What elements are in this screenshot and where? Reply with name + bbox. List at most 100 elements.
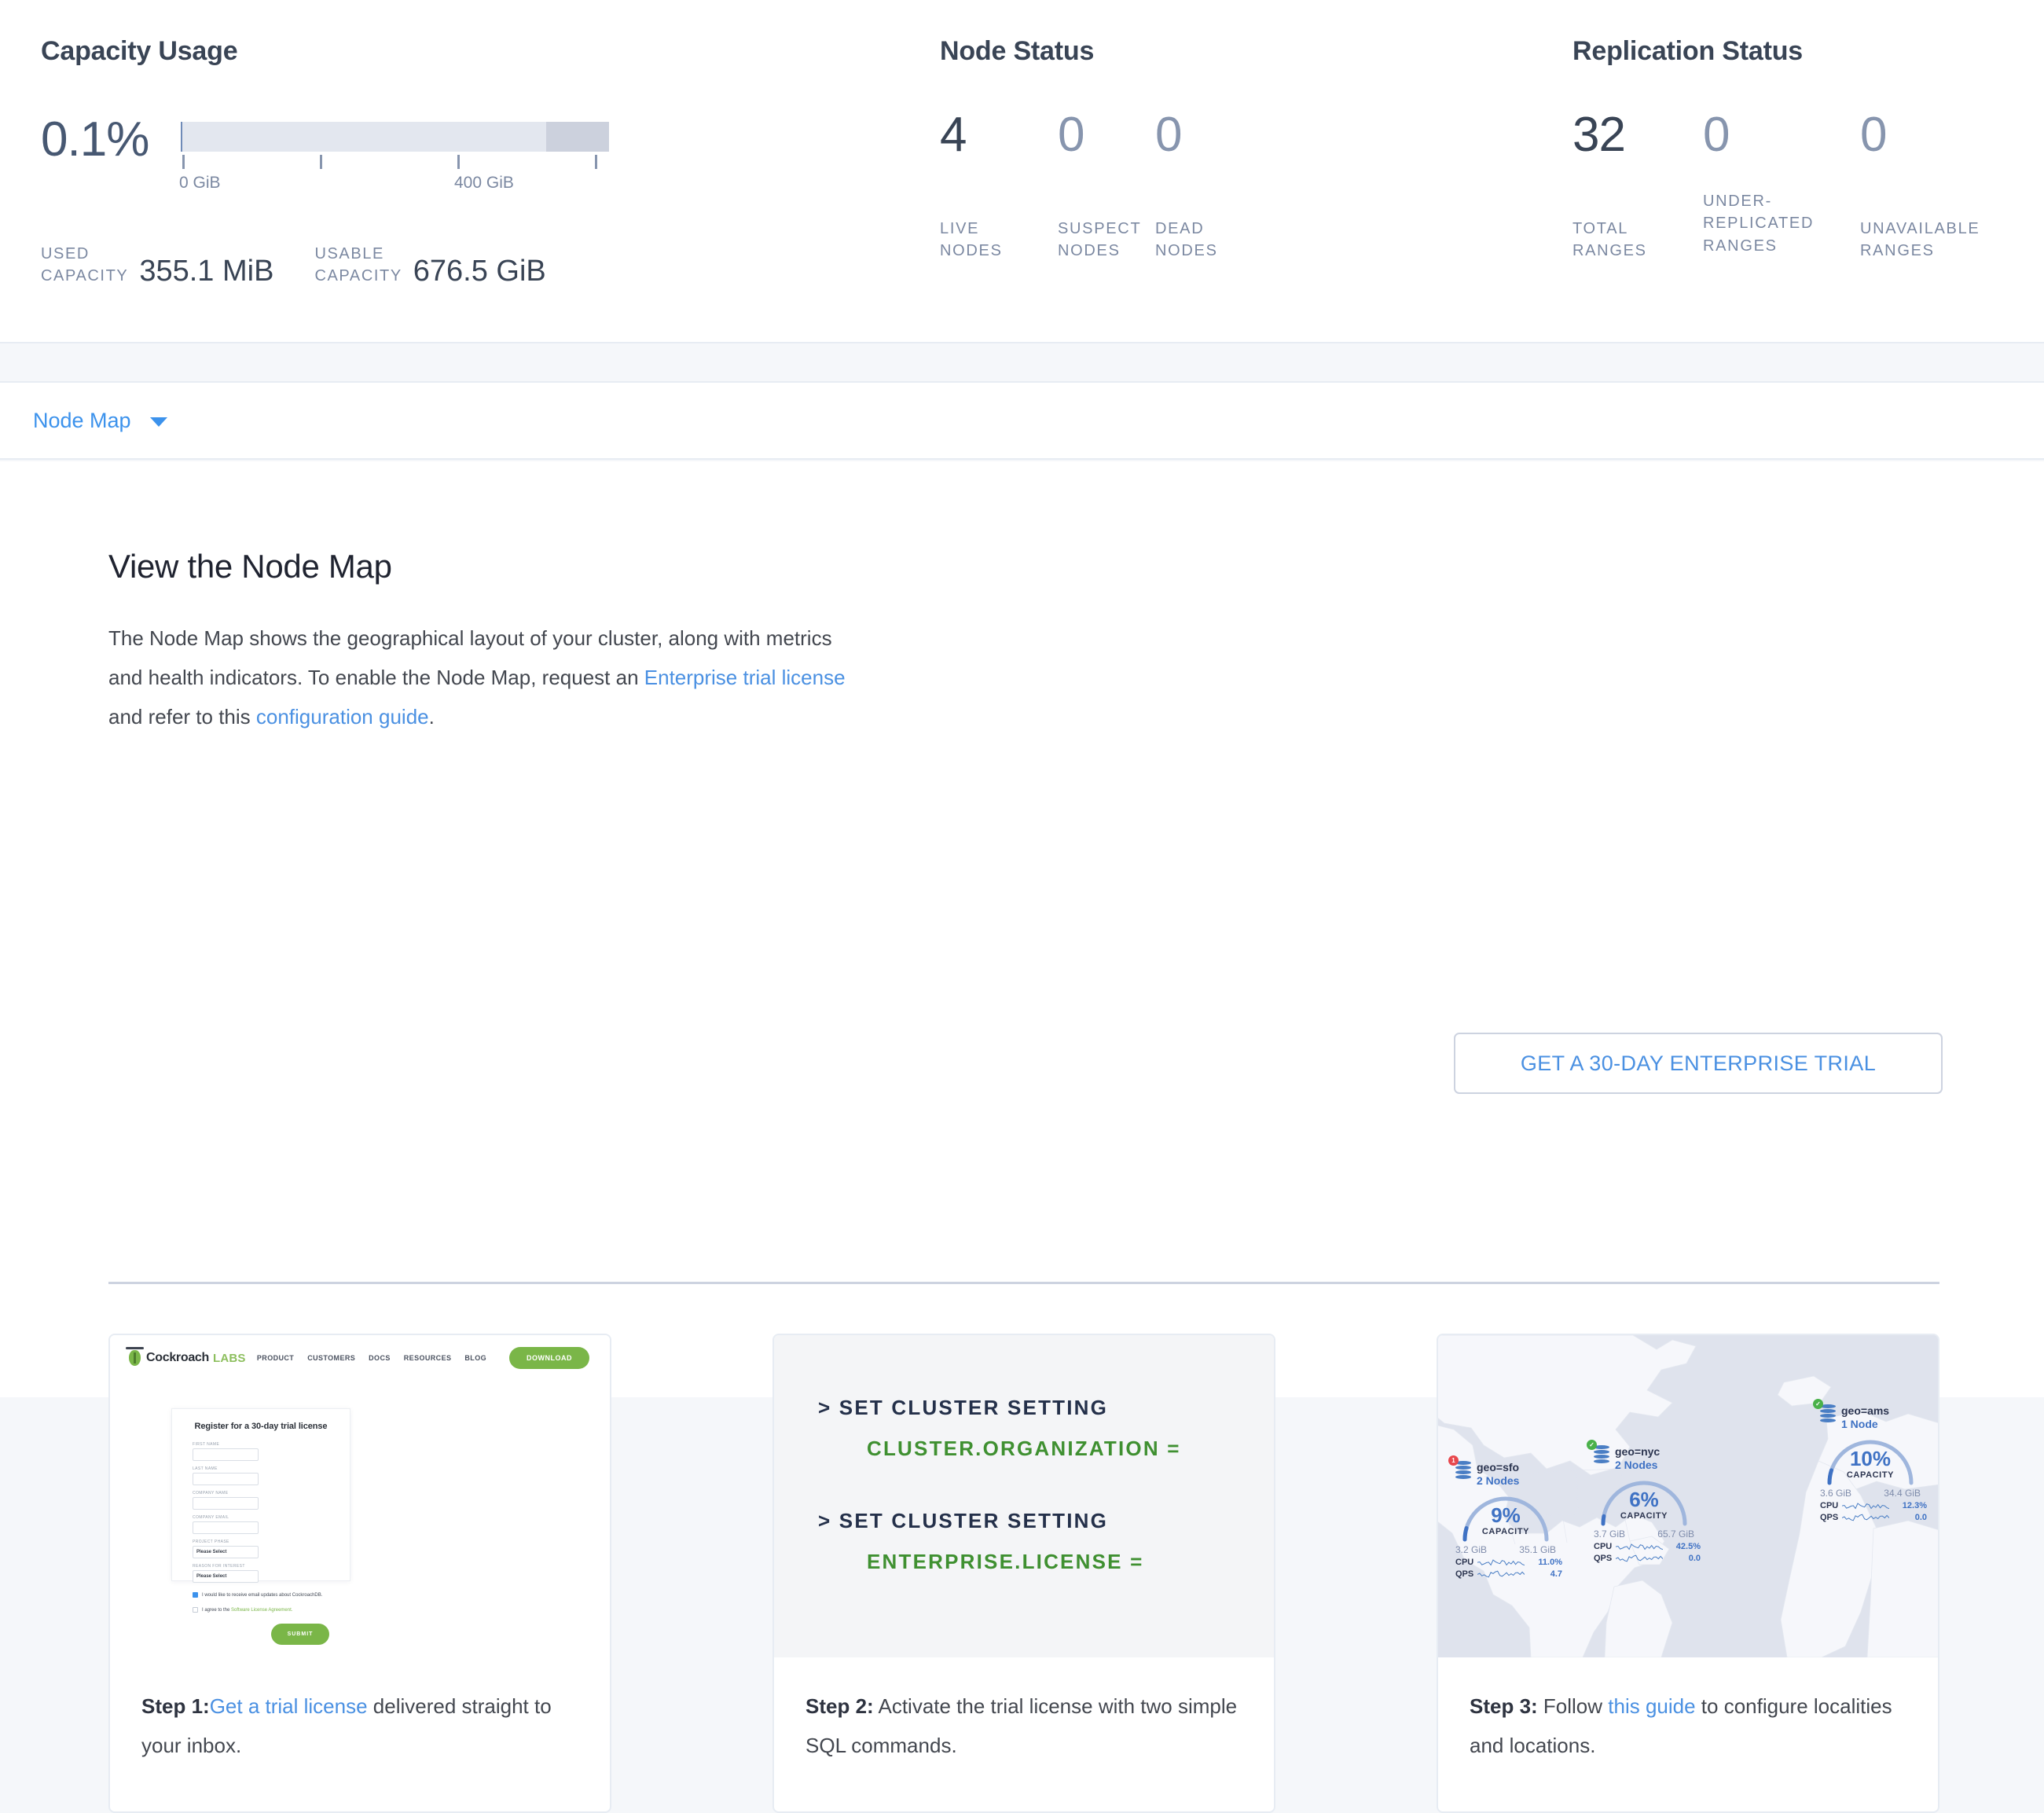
caption-text: Follow — [1537, 1694, 1609, 1718]
metric-label: DEAD NODES — [1155, 220, 1218, 260]
database-icon: 1 — [1448, 1455, 1471, 1480]
capacity-percent: 6% — [1629, 1488, 1659, 1512]
page-title: View the Node Map — [108, 548, 392, 585]
locality-name: geo=ams — [1841, 1404, 1890, 1417]
axis-tick — [182, 155, 185, 169]
qps-label: QPS — [1455, 1569, 1474, 1580]
metric-label: UNDER- REPLICATED RANGES — [1703, 193, 1815, 255]
step-link[interactable]: Get a trial license — [209, 1694, 368, 1718]
nav-link[interactable]: PRODUCT — [256, 1354, 295, 1362]
configuration-guide-link[interactable]: configuration guide — [255, 705, 429, 729]
metric-value: 0 — [1860, 108, 1887, 162]
signup-page-preview: Cockroach LABS PRODUCT CUSTOMERS DOCS RESOURC… — [110, 1335, 610, 1657]
usable-capacity-stat: USABLE CAPACITY 676.5 GiB — [314, 243, 545, 288]
database-icon: ✓ — [1587, 1440, 1609, 1464]
capacity-total: 34.4 GiB — [1884, 1488, 1921, 1499]
node-map-dropdown[interactable]: Node Map — [33, 409, 167, 433]
form-field: PROJECT PHASE Please Select — [193, 1540, 259, 1558]
capacity-used: 3.7 GiB — [1594, 1529, 1626, 1540]
field-input[interactable]: Please Select — [193, 1546, 259, 1558]
qps-value: 4.7 — [1550, 1569, 1562, 1580]
cpu-label: CPU — [1455, 1558, 1474, 1568]
capacity-range: 3.6 GiB 34.4 GiB — [1820, 1488, 1921, 1499]
qps-value: 0.0 — [1914, 1513, 1927, 1523]
field-input[interactable] — [193, 1448, 259, 1461]
cpu-stat-row: CPU 11.0% — [1455, 1558, 1562, 1567]
capacity-caption: CAPACITY — [1620, 1511, 1668, 1521]
checkbox-icon[interactable] — [193, 1607, 198, 1613]
sql-command: > SET CLUSTER SETTING — [818, 1396, 1109, 1419]
usable-capacity-value: 676.5 GiB — [413, 254, 546, 288]
metric-label: SUSPECT NODES — [1058, 220, 1142, 260]
axis-tick-label: 400 GiB — [454, 174, 514, 192]
form-field: COMPANY EMAIL — [193, 1515, 259, 1534]
field-input[interactable]: Please Select — [193, 1570, 259, 1583]
replication-status-title: Replication Status — [1572, 36, 1804, 66]
capacity-arc-gauge: 9% CAPACITY — [1455, 1492, 1556, 1543]
field-label: COMPANY NAME — [193, 1491, 229, 1496]
capacity-arc-gauge: 10% CAPACITY — [1820, 1436, 1921, 1486]
metric-value: 0 — [1703, 108, 1730, 162]
locality-name: geo=nyc — [1615, 1445, 1661, 1458]
sql-command: > SET CLUSTER SETTING — [818, 1508, 1109, 1532]
cpu-label: CPU — [1594, 1542, 1613, 1552]
step-link[interactable]: this guide — [1608, 1694, 1696, 1718]
axis-tick-label: 0 GiB — [179, 174, 221, 192]
field-input[interactable] — [193, 1521, 259, 1534]
step-card: Cockroach LABS PRODUCT CUSTOMERS DOCS RESOURC… — [108, 1334, 611, 1813]
panel-description-part-2: and refer to this — [108, 705, 256, 729]
node-map-panel: View the Node Map The Node Map shows the… — [0, 461, 2044, 1813]
email-updates-checkbox-row[interactable]: I would like to receive email updates ab… — [193, 1592, 329, 1598]
capacity-bar-wrap: 0 GiB 400 GiB — [179, 116, 609, 194]
field-input[interactable] — [193, 1497, 259, 1510]
panel-description: The Node Map shows the geographical layo… — [108, 618, 863, 737]
map-node-group[interactable]: ✓ geo=nyc 2 Nodes 6% CAPACITY 3.7 GiB 65.7 GiB… — [1587, 1440, 1701, 1563]
map-node-group[interactable]: 1 geo=sfo 2 Nodes 9% CAPACITY 3.2 GiB 35.1 GiB… — [1448, 1455, 1562, 1580]
cpu-value: 11.0% — [1538, 1558, 1562, 1568]
step-caption: Step 1:Get a trial license delivered str… — [110, 1657, 610, 1811]
submit-button[interactable]: SUBMIT — [271, 1624, 329, 1645]
license-agreement-link[interactable]: Software License Agreement. — [231, 1607, 293, 1613]
step-label: Step 2: — [805, 1694, 874, 1718]
nav-link[interactable]: DOCS — [369, 1354, 391, 1362]
capacity-used: 3.6 GiB — [1820, 1488, 1852, 1499]
sql-setting-name: ENTERPRISE.LICENSE = — [867, 1549, 1144, 1573]
sql-command-block: > SET CLUSTER SETTING ENTERPRISE.LICENSE … — [818, 1508, 1274, 1574]
nav-link[interactable]: CUSTOMERS — [307, 1354, 356, 1362]
metric-value: 0 — [1058, 108, 1084, 162]
capacity-bar — [181, 122, 609, 152]
form-field: LAST NAME — [193, 1466, 259, 1485]
field-label: LAST NAME — [193, 1466, 218, 1471]
axis-tick — [457, 155, 460, 169]
sql-setting-name: CLUSTER.ORGANIZATION = — [867, 1436, 1181, 1460]
capacity-percent: 0.1% — [41, 112, 149, 167]
enterprise-trial-license-link[interactable]: Enterprise trial license — [644, 666, 846, 690]
step-card: > SET CLUSTER SETTING CLUSTER.ORGANIZATIO… — [772, 1334, 1275, 1813]
sql-command-block: > SET CLUSTER SETTING CLUSTER.ORGANIZATIO… — [818, 1396, 1274, 1461]
step-label: Step 3: — [1470, 1694, 1538, 1718]
field-input[interactable] — [193, 1473, 259, 1485]
nav-link[interactable]: RESOURCES — [403, 1354, 452, 1362]
form-field: REASON FOR INTEREST Please Select — [193, 1564, 259, 1583]
usable-capacity-label: USABLE CAPACITY — [314, 245, 402, 285]
checkbox-checked-icon[interactable] — [193, 1592, 198, 1598]
capacity-percent: 9% — [1491, 1503, 1521, 1528]
brand-suffix: LABS — [213, 1351, 246, 1365]
download-button[interactable]: DOWNLOAD — [509, 1347, 589, 1369]
view-selector-bar: Node Map — [0, 381, 2044, 460]
site-navbar: Cockroach LABS PRODUCT CUSTOMERS DOCS RESOURC… — [110, 1335, 610, 1381]
license-agreement-checkbox-row[interactable]: I agree to the Software License Agreemen… — [193, 1607, 329, 1613]
get-enterprise-trial-button[interactable]: GET A 30-DAY ENTERPRISE TRIAL — [1454, 1033, 1943, 1094]
node-health-badge: 1 — [1448, 1455, 1459, 1466]
metric-unavailable-ranges: 0 UNAVAILABLE RANGES — [1860, 111, 2017, 262]
qps-stat-row: QPS 0.0 — [1594, 1554, 1701, 1563]
steps-card-list: Cockroach LABS PRODUCT CUSTOMERS DOCS RESOURC… — [108, 1334, 1939, 1813]
cpu-label: CPU — [1820, 1501, 1839, 1511]
capacity-percent: 10% — [1849, 1447, 1892, 1471]
metric-under-replicated-ranges: 0 UNDER- REPLICATED RANGES — [1703, 111, 1860, 262]
map-node-group[interactable]: ✓ geo=ams 1 Node 10% CAPACITY 3.6 GiB 34.4 GiB… — [1813, 1399, 1927, 1523]
node-count: 1 Node — [1841, 1418, 1878, 1431]
brand-name: Cockroach — [146, 1351, 209, 1364]
nav-link[interactable]: BLOG — [464, 1354, 486, 1362]
capacity-stats: USED CAPACITY 355.1 MiB USABLE CAPACITY … — [41, 243, 902, 288]
